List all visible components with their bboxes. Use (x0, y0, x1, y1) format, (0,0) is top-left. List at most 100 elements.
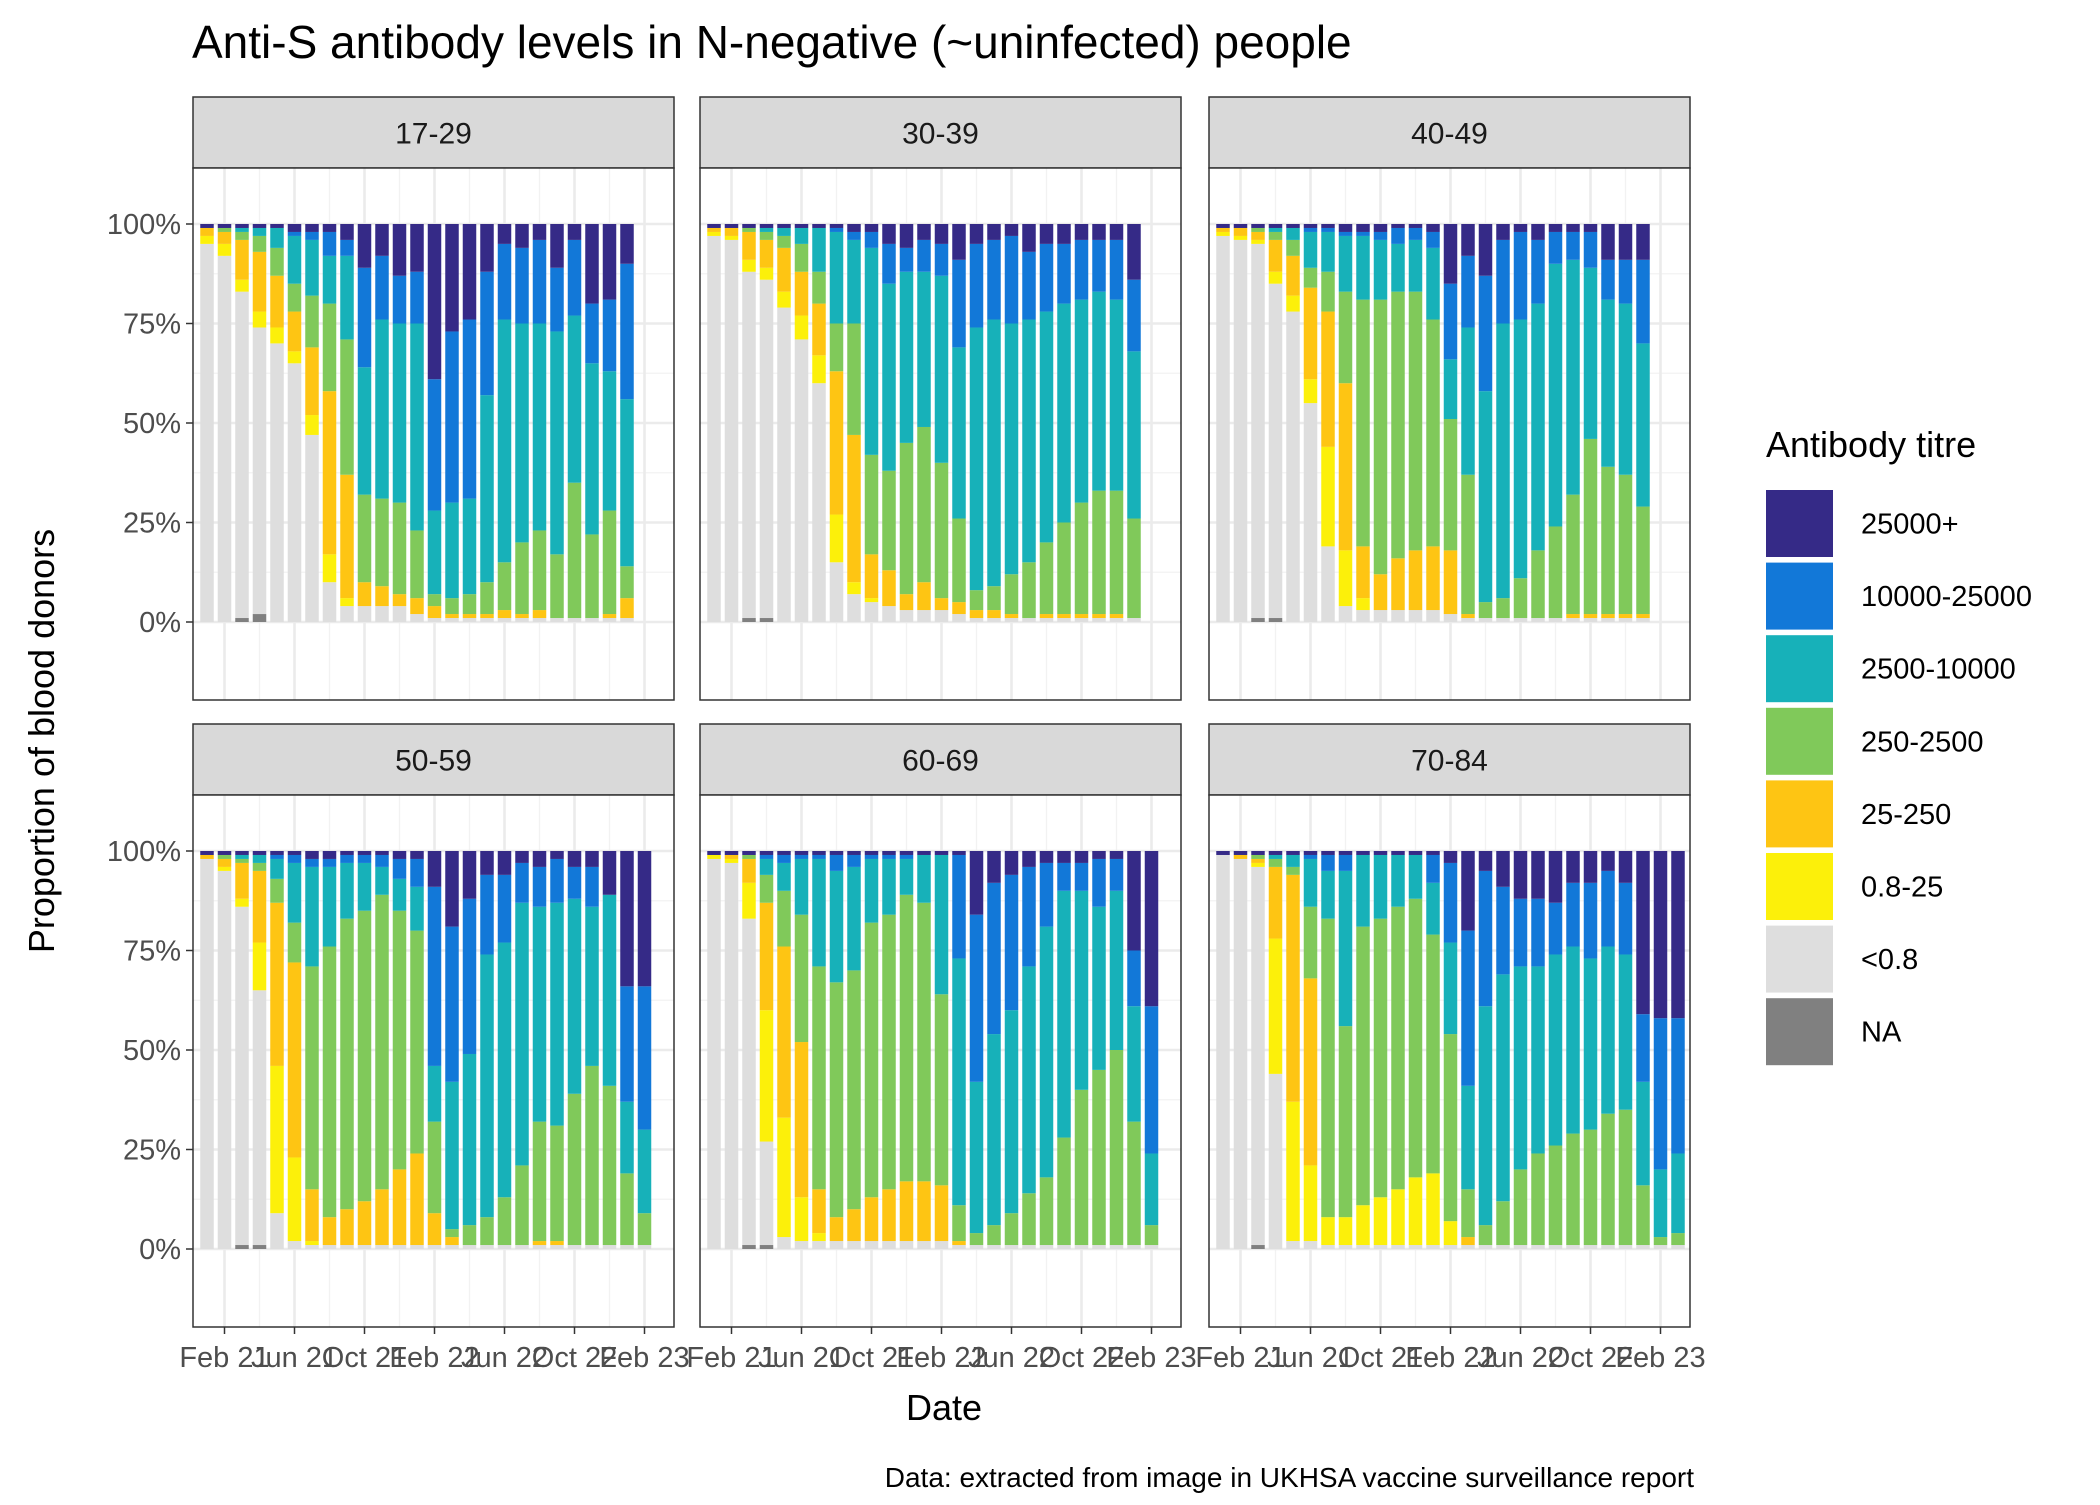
bar-segment-25000plus (829, 851, 844, 855)
bar-segment-2500-10000 (497, 942, 512, 1198)
bar-segment-250-2500 (1373, 299, 1388, 575)
bar-segment-10000-25000 (532, 239, 547, 324)
bar-segment-lt0-8 (1321, 546, 1335, 622)
bar-segment-25-250 (742, 231, 756, 260)
x-tick-label: Jun 22 (1477, 1342, 1564, 1374)
bar-segment-10000-25000 (515, 247, 529, 324)
bar-segment-lt0-8 (567, 618, 582, 622)
bar-stack (1356, 224, 1370, 622)
facet-strip (1208, 96, 1691, 169)
bar-segment-25-250 (287, 311, 302, 352)
bar-segment-25000plus (1356, 224, 1370, 232)
bar-segment-25000plus (567, 851, 582, 867)
bar-stack (585, 851, 599, 1249)
bar-segment-lt0-8 (794, 1241, 809, 1249)
bar-segment-250-2500 (497, 562, 512, 611)
bar-segment-250-2500 (1268, 231, 1283, 240)
bar-segment-25-250 (1303, 287, 1318, 380)
bar-stack (794, 851, 809, 1249)
bar-segment-lt0-8 (899, 1241, 914, 1249)
bar-stack (1478, 851, 1493, 1249)
bar-segment-250-2500 (882, 914, 896, 1190)
bar-segment-2500-10000 (899, 858, 914, 895)
bar-segment-250-2500 (1039, 542, 1054, 615)
bar-segment-2500-10000 (1513, 319, 1528, 579)
bar-segment-25000plus (410, 224, 424, 272)
bar-segment-lt0-8 (812, 383, 826, 622)
bar-segment-2500-10000 (934, 854, 949, 995)
bar-segment-2500-10000 (1321, 870, 1335, 919)
bar-stack (357, 224, 372, 622)
bar-segment-25-250 (235, 862, 249, 899)
bar-segment-25000plus (1443, 851, 1458, 863)
bar-segment-2500-10000 (567, 898, 582, 1094)
panel-border (699, 167, 1182, 701)
legend: 25000+ 10000-25000 2500-10000 250-2500 25-25… (1766, 490, 2032, 1066)
bar-segment-lt0-8 (1074, 618, 1089, 622)
bar-segment-2500-10000 (1074, 299, 1089, 503)
bar-segment-lt0-8 (1426, 1245, 1440, 1249)
bar-segment-25-250 (550, 1241, 564, 1246)
bar-segment-2500-10000 (1426, 247, 1440, 320)
bar-stack (1478, 224, 1493, 622)
bar-stack (550, 224, 564, 622)
bar-segment-10000-25000 (1092, 858, 1106, 907)
bar-segment-25000plus (1496, 224, 1510, 240)
bar-segment-2500-10000 (1039, 926, 1054, 1178)
bar-segment-lt0-8 (1109, 1245, 1124, 1249)
bar-segment-10000-25000 (375, 854, 389, 867)
bar-segment-10000-25000 (1443, 862, 1458, 943)
bar-segment-250-2500 (445, 1229, 459, 1238)
bar-segment-lt0-8 (707, 235, 721, 622)
bar-segment-2500-10000 (375, 866, 389, 895)
bar-segment-2500-10000 (1391, 243, 1405, 292)
bar-segment-25-250 (794, 1042, 809, 1198)
bar-segment-250-2500 (864, 454, 879, 555)
bar-segment-25000plus (252, 224, 267, 228)
bar-segment-250-2500 (1109, 1050, 1124, 1246)
bar-segment-25-250 (375, 586, 389, 607)
bar-segment-lt0-8 (1233, 239, 1248, 623)
bar-segment-2500-10000 (1513, 966, 1528, 1170)
bar-segment-250-2500 (1408, 898, 1423, 1178)
bar-segment-25000plus (567, 224, 582, 240)
bar-segment-25-250 (200, 854, 214, 859)
bar-segment-2500-10000 (357, 367, 372, 495)
bar-segment-lt0-8 (620, 618, 634, 622)
bar-segment-0-8-25 (235, 279, 249, 292)
bar-segment-25000plus (1251, 224, 1265, 228)
bar-segment-lt0-8 (392, 606, 407, 622)
bar-segment-2500-10000 (1618, 954, 1633, 1110)
bar-segment-lt0-8 (882, 606, 896, 622)
bar-segment-2500-10000 (1321, 231, 1335, 272)
bar-segment-lt0-8 (322, 582, 337, 622)
bar-segment-lt0-8 (1321, 1245, 1335, 1249)
bar-segment-0-8-25 (1321, 1217, 1335, 1246)
bar-segment-2500-10000 (515, 323, 529, 543)
bar-segment-250-2500 (794, 914, 809, 1043)
bar-segment-25-250 (322, 1217, 337, 1246)
bar-segment-lt0-8 (882, 1241, 896, 1249)
bar-segment-2500-10000 (427, 1065, 442, 1122)
bar-segment-lt0-8 (1216, 854, 1230, 1249)
bar-segment-250-2500 (952, 1205, 966, 1242)
bar-segment-25000plus (1461, 851, 1475, 931)
bar-segment-25000plus (794, 851, 809, 855)
bar-segment-25000plus (1057, 851, 1071, 863)
legend-title: Antibody titre (1766, 424, 1976, 465)
bar-stack (1618, 851, 1633, 1249)
bar-segment-10000-25000 (1531, 898, 1545, 967)
bar-segment-250-2500 (917, 426, 931, 583)
bar-segment-250-2500 (1373, 918, 1388, 1198)
bar-segment-25000plus (1513, 224, 1528, 232)
bar-segment-10000-25000 (305, 858, 319, 867)
bar-stack (1461, 224, 1475, 622)
bar-stack (759, 851, 774, 1249)
bar-segment-25000plus (1216, 851, 1230, 855)
bar-segment-10000-25000 (585, 303, 599, 364)
bar-stack (357, 851, 372, 1249)
bar-stack (1251, 224, 1265, 622)
bar-segment-25-250 (1268, 866, 1283, 939)
bar-segment-lt0-8 (952, 614, 966, 622)
bar-segment-0-8-25 (864, 598, 879, 603)
